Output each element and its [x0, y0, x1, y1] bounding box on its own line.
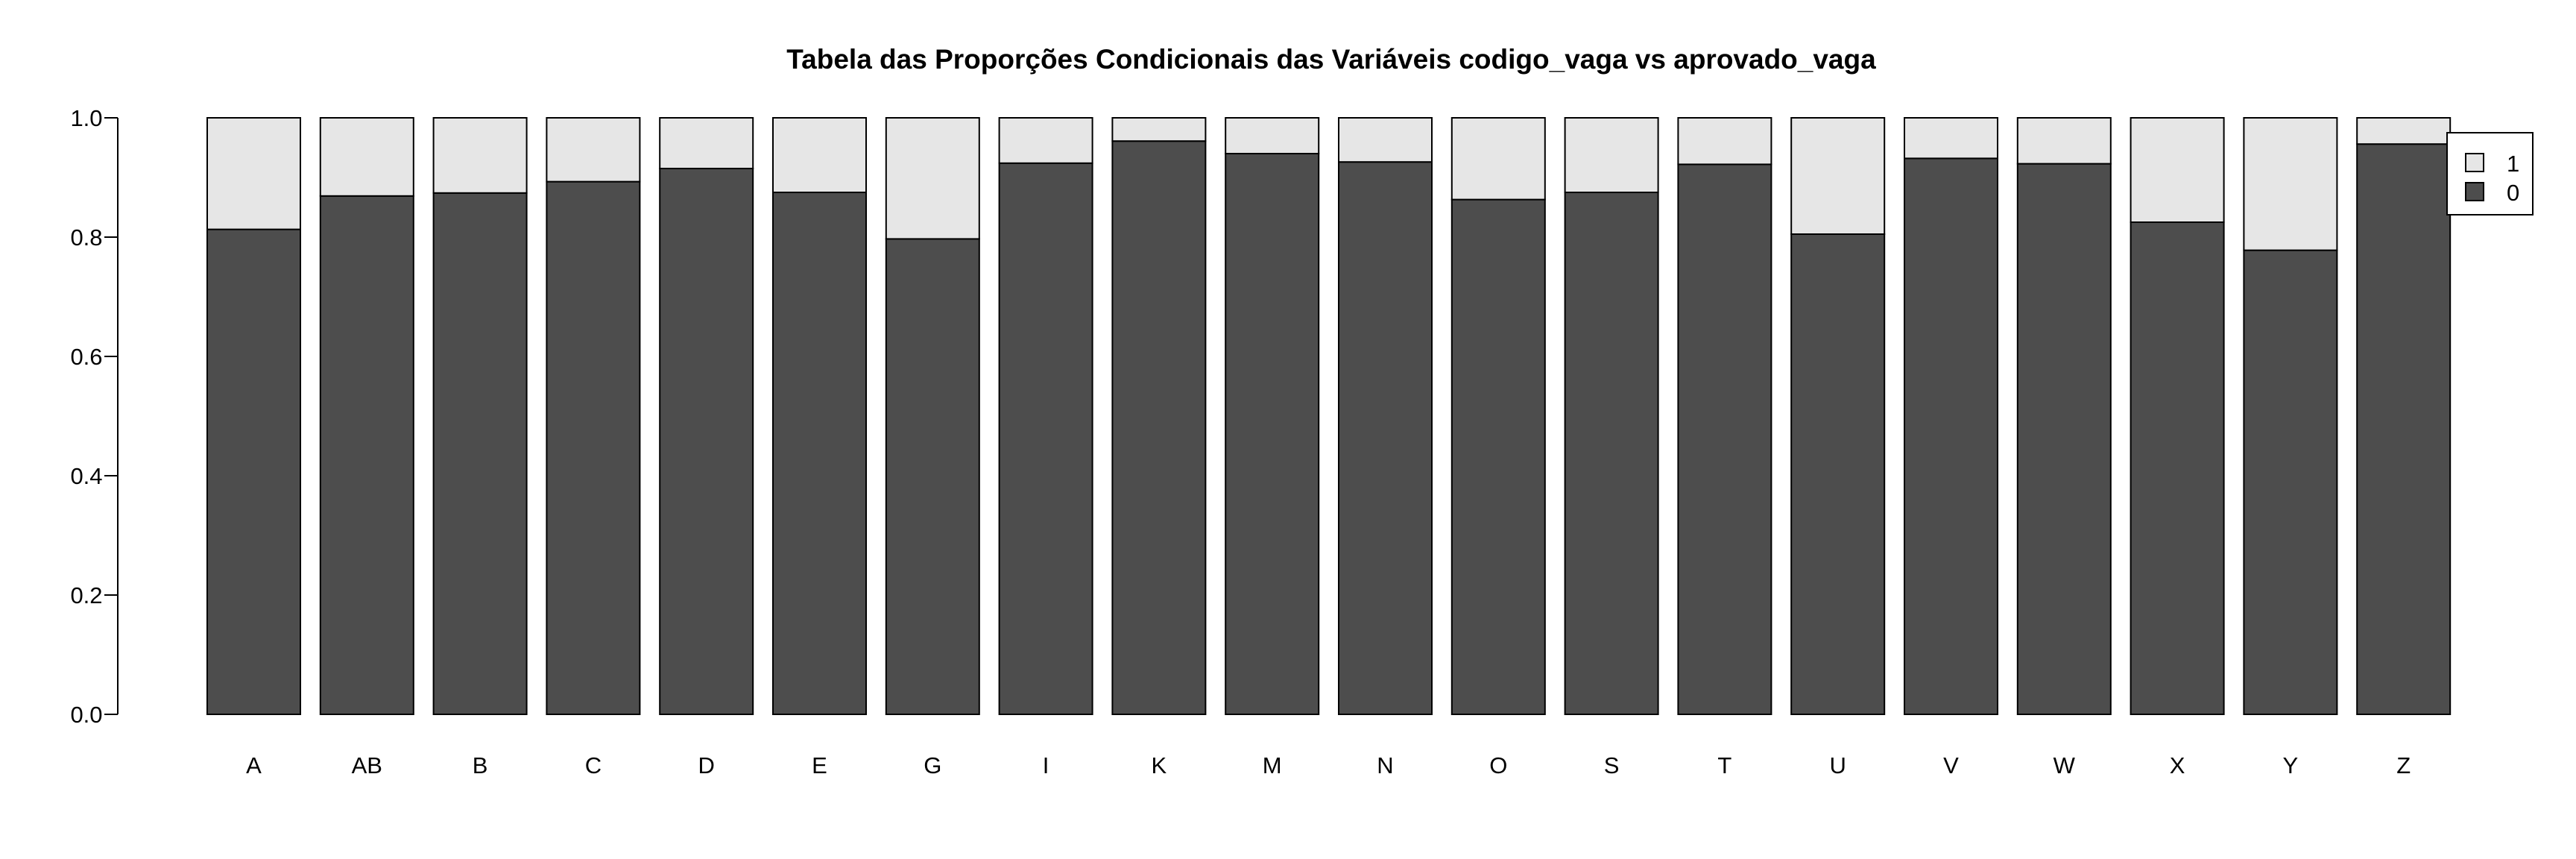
- bar-V-series-1: [1904, 117, 1998, 160]
- bar-AB-series-0: [319, 195, 414, 715]
- bar-W-series-0: [2016, 163, 2112, 716]
- legend-label: 1: [2507, 151, 2519, 177]
- x-tick-label: K: [1152, 752, 1167, 778]
- bar-S-series-0: [1564, 192, 1659, 715]
- bar-B-series-1: [432, 117, 528, 194]
- bar-E-series-0: [772, 192, 867, 715]
- bar-N-series-1: [1338, 117, 1433, 163]
- y-tick-label: 0.8: [70, 224, 102, 251]
- bar-W-series-1: [2016, 117, 2112, 165]
- x-tick-label: U: [1830, 752, 1846, 778]
- bar-C-series-1: [546, 117, 641, 183]
- bar-O-series-1: [1450, 117, 1546, 201]
- bar-M-series-1: [1225, 117, 1320, 154]
- bars: [206, 117, 2452, 716]
- bar-A-series-0: [206, 228, 301, 716]
- bar-Z-series-0: [2356, 143, 2452, 715]
- bar-Z-series-1: [2356, 117, 2452, 145]
- legend-swatch: [2465, 153, 2484, 172]
- x-tick-label: A: [246, 752, 262, 778]
- x-tick-label: X: [2170, 752, 2185, 778]
- bar-D-series-0: [659, 168, 754, 715]
- legend-box: [2446, 132, 2534, 215]
- bar-I-series-0: [998, 162, 1093, 716]
- legend-swatch: [2465, 182, 2484, 201]
- bar-N-series-0: [1338, 161, 1433, 715]
- bar-C-series-0: [546, 180, 641, 716]
- chart-title: Tabela das Proporções Condicionais das V…: [786, 44, 1876, 75]
- bar-K-series-0: [1111, 140, 1207, 715]
- bar-T-series-0: [1677, 163, 1772, 715]
- bar-T-series-1: [1677, 117, 1772, 166]
- bar-B-series-0: [432, 192, 528, 715]
- bar-AB-series-1: [319, 117, 414, 197]
- x-tick-label: O: [1489, 752, 1507, 778]
- bar-O-series-0: [1450, 198, 1546, 716]
- x-tick-label: Z: [2396, 752, 2411, 778]
- y-tick-label: 1.0: [70, 105, 102, 131]
- x-tick-label: Y: [2283, 752, 2299, 778]
- bar-M-series-0: [1225, 153, 1320, 715]
- x-tick-label: C: [585, 752, 602, 778]
- x-tick-label: G: [924, 752, 941, 778]
- x-axis-labels: A AB B C D E G I K M N O S T U V W X Y Z: [246, 752, 2411, 778]
- x-tick-label: D: [698, 752, 715, 778]
- x-tick-label: W: [2053, 752, 2076, 778]
- bar-K-series-1: [1111, 117, 1207, 142]
- bar-Y-series-0: [2243, 249, 2338, 716]
- bar-E-series-1: [772, 117, 867, 193]
- legend-label: 0: [2507, 180, 2519, 206]
- bar-Y-series-1: [2243, 117, 2338, 251]
- x-tick-label: AB: [352, 752, 382, 778]
- bar-A-series-1: [206, 117, 301, 230]
- y-tick-label: 0.4: [70, 463, 102, 489]
- x-tick-label: N: [1377, 752, 1393, 778]
- y-tick-label: 0.6: [70, 344, 102, 370]
- y-axis: 0.0 0.2 0.4 0.6 0.8 1.0: [70, 105, 119, 728]
- bar-S-series-1: [1564, 117, 1659, 193]
- bar-U-series-1: [1790, 117, 1886, 235]
- x-tick-label: M: [1263, 752, 1282, 778]
- x-tick-label: B: [473, 752, 488, 778]
- x-tick-label: I: [1043, 752, 1049, 778]
- x-tick-label: T: [1717, 752, 1731, 778]
- bar-I-series-1: [998, 117, 1093, 164]
- x-tick-label: V: [1943, 752, 1959, 778]
- x-tick-label: E: [812, 752, 827, 778]
- y-tick-label: 0.0: [70, 702, 102, 728]
- bar-V-series-0: [1904, 157, 1998, 715]
- bar-G-series-0: [885, 238, 980, 715]
- legend: 10: [2446, 132, 2534, 215]
- y-tick-label: 0.2: [70, 582, 102, 608]
- bar-X-series-0: [2130, 221, 2225, 715]
- bar-G-series-1: [885, 117, 980, 240]
- bar-U-series-0: [1790, 233, 1886, 715]
- x-tick-label: S: [1604, 752, 1620, 778]
- bar-X-series-1: [2130, 117, 2225, 223]
- bar-D-series-1: [659, 117, 754, 169]
